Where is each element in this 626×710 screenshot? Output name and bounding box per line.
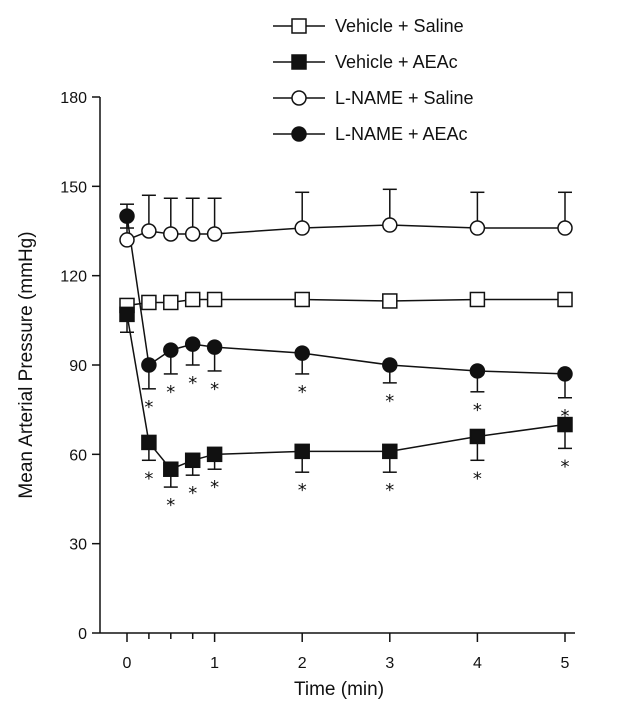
data-point — [557, 366, 573, 382]
significance-star: * — [561, 406, 570, 427]
data-point — [294, 345, 310, 361]
significance-star: * — [144, 397, 153, 418]
error-bars — [120, 188, 572, 488]
data-point — [119, 208, 135, 224]
data-point — [141, 434, 157, 451]
y-axis-title: Mean Arterial Pressure (mmHg) — [16, 231, 37, 498]
data-point — [141, 223, 157, 239]
data-point — [557, 416, 573, 433]
data-point — [382, 293, 398, 309]
legend-label: Vehicle + Saline — [335, 16, 464, 36]
data-point — [382, 357, 398, 373]
x-axis-title: Time (min) — [294, 679, 384, 700]
significance-star: * — [188, 483, 197, 504]
significance-star: * — [298, 480, 307, 501]
data-point — [141, 357, 157, 373]
ticks: 0 30 60 90 120 150 180 0 1 2 3 4 5 — [60, 90, 569, 672]
x-tick-label: 0 — [123, 655, 132, 672]
data-point — [557, 291, 573, 308]
data-point — [294, 443, 310, 460]
significance-markers: * * * * * * * * * * * * * * * * — [144, 373, 569, 516]
legend-label: L-NAME + AEAc — [335, 124, 468, 144]
significance-star: * — [166, 495, 175, 516]
data-point — [294, 291, 310, 308]
data-point — [382, 217, 398, 233]
x-tick-label: 3 — [385, 655, 394, 672]
y-tick-label: 0 — [78, 626, 87, 643]
significance-star: * — [298, 382, 307, 403]
data-point — [163, 294, 179, 311]
data-point — [206, 291, 223, 308]
significance-star: * — [385, 480, 394, 501]
x-tick-label: 4 — [473, 655, 482, 672]
y-tick-label: 90 — [69, 358, 87, 375]
significance-star: * — [385, 391, 394, 412]
y-tick-label: 60 — [69, 447, 87, 464]
data-point — [469, 428, 486, 445]
data-point — [184, 291, 201, 308]
significance-star: * — [210, 379, 219, 400]
significance-star: * — [473, 400, 482, 421]
data-point — [382, 443, 398, 460]
x-tick-label: 1 — [210, 655, 219, 672]
data-point — [184, 452, 201, 469]
data-markers — [119, 208, 573, 477]
legend-marker — [291, 90, 307, 106]
data-point — [206, 339, 223, 355]
data-point — [119, 232, 135, 248]
x-tick-label: 5 — [561, 655, 570, 672]
significance-star: * — [473, 468, 482, 489]
data-point — [119, 306, 135, 323]
data-point — [163, 226, 179, 242]
legend: Vehicle + Saline Vehicle + AEAc L-NAME + S… — [273, 16, 474, 144]
y-tick-label: 150 — [60, 179, 87, 196]
data-point — [184, 336, 201, 352]
significance-star: * — [144, 468, 153, 489]
significance-star: * — [188, 373, 197, 394]
legend-marker — [291, 54, 307, 70]
legend-marker — [291, 18, 307, 34]
y-tick-label: 120 — [60, 269, 87, 286]
legend-label: L-NAME + Saline — [335, 88, 474, 108]
legend-label: Vehicle + AEAc — [335, 52, 458, 72]
data-point — [294, 220, 310, 236]
data-point — [163, 342, 179, 358]
significance-star: * — [166, 382, 175, 403]
legend-marker — [291, 126, 307, 142]
y-tick-label: 180 — [60, 90, 87, 107]
data-point — [163, 461, 179, 477]
data-point — [206, 226, 223, 242]
x-tick-label: 2 — [298, 655, 307, 672]
data-point — [206, 446, 223, 463]
significance-star: * — [210, 477, 219, 498]
data-point — [469, 220, 486, 236]
data-point — [141, 294, 157, 311]
data-point — [184, 226, 201, 242]
data-point — [557, 220, 573, 236]
significance-star: * — [561, 456, 570, 477]
data-point — [469, 363, 486, 379]
data-point — [469, 291, 486, 308]
y-tick-label: 30 — [69, 537, 87, 554]
